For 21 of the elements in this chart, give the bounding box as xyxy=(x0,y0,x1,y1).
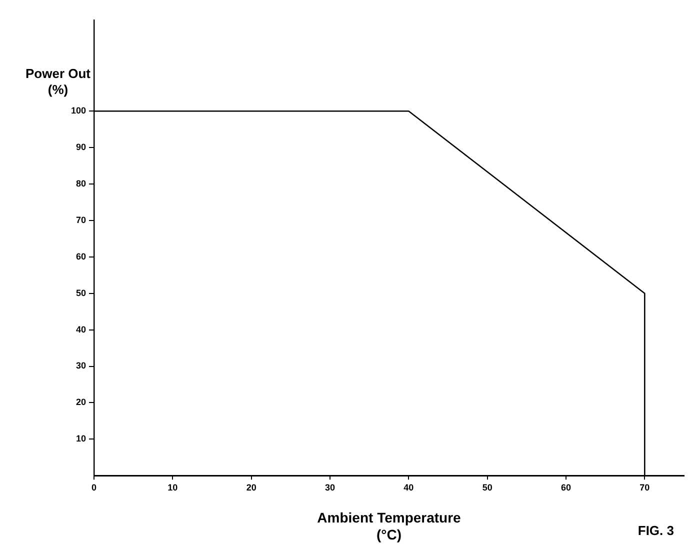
caption: FIG. 3 xyxy=(638,523,674,538)
x-tick-label: 60 xyxy=(560,482,572,492)
y-tick-label: 50 xyxy=(76,288,86,298)
y-axis-title: Power Out (%) xyxy=(25,66,92,98)
y-tick-label: 10 xyxy=(76,434,86,444)
x-tick-label: 70 xyxy=(640,482,650,492)
y-tick-label: 30 xyxy=(76,360,86,371)
y-tick-label: 90 xyxy=(76,142,86,152)
y-tick-label: 60 xyxy=(76,251,86,262)
x-axis-title: Ambient Temperature (°C) xyxy=(317,510,462,542)
y-tick-label: 20 xyxy=(76,397,86,408)
y-tick-label: 100 xyxy=(70,106,86,116)
x-tick-label: 50 xyxy=(482,482,492,492)
x-tick-label: 10 xyxy=(168,482,178,492)
y-tick-label: 80 xyxy=(76,178,86,188)
y-tick-label: 70 xyxy=(76,214,86,225)
x-tick-label: 20 xyxy=(246,482,256,492)
x-tick-label: 0 xyxy=(92,482,97,492)
x-tick-label: 30 xyxy=(325,482,336,492)
x-tick-label: 40 xyxy=(404,482,414,492)
y-tick-label: 40 xyxy=(76,324,86,334)
